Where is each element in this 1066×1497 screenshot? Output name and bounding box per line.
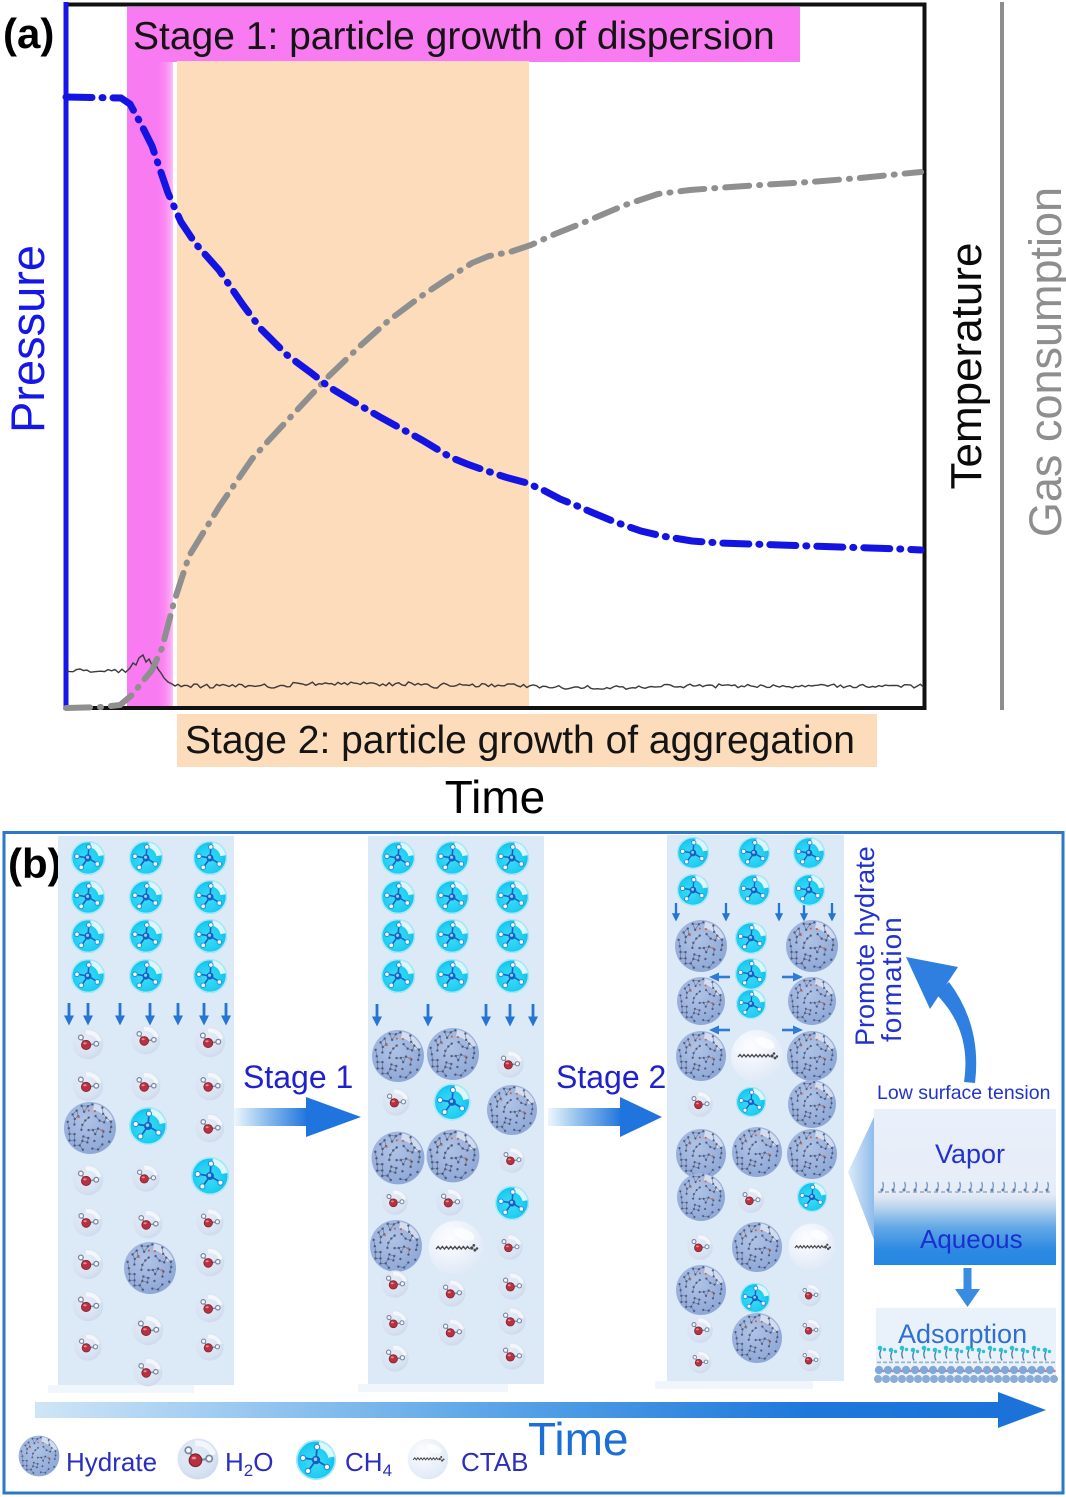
svg-text:CTAB: CTAB	[461, 1447, 528, 1477]
svg-text:Vapor: Vapor	[935, 1139, 1005, 1169]
svg-text:Promote hydrate: Promote hydrate	[850, 846, 880, 1046]
svg-text:H2O: H2O	[225, 1447, 273, 1480]
svg-text:Low surface tension: Low surface tension	[877, 1082, 1050, 1104]
svg-text:Adsorption: Adsorption	[898, 1319, 1027, 1349]
svg-text:Time: Time	[528, 1413, 629, 1465]
svg-text:CH4: CH4	[345, 1447, 392, 1480]
svg-text:Hydrate: Hydrate	[66, 1447, 157, 1477]
svg-text:Aqueous: Aqueous	[920, 1224, 1023, 1254]
svg-text:Stage 2: Stage 2	[556, 1059, 666, 1095]
svg-text:Stage 1: Stage 1	[243, 1059, 353, 1095]
svg-text:formation: formation	[876, 916, 907, 1042]
